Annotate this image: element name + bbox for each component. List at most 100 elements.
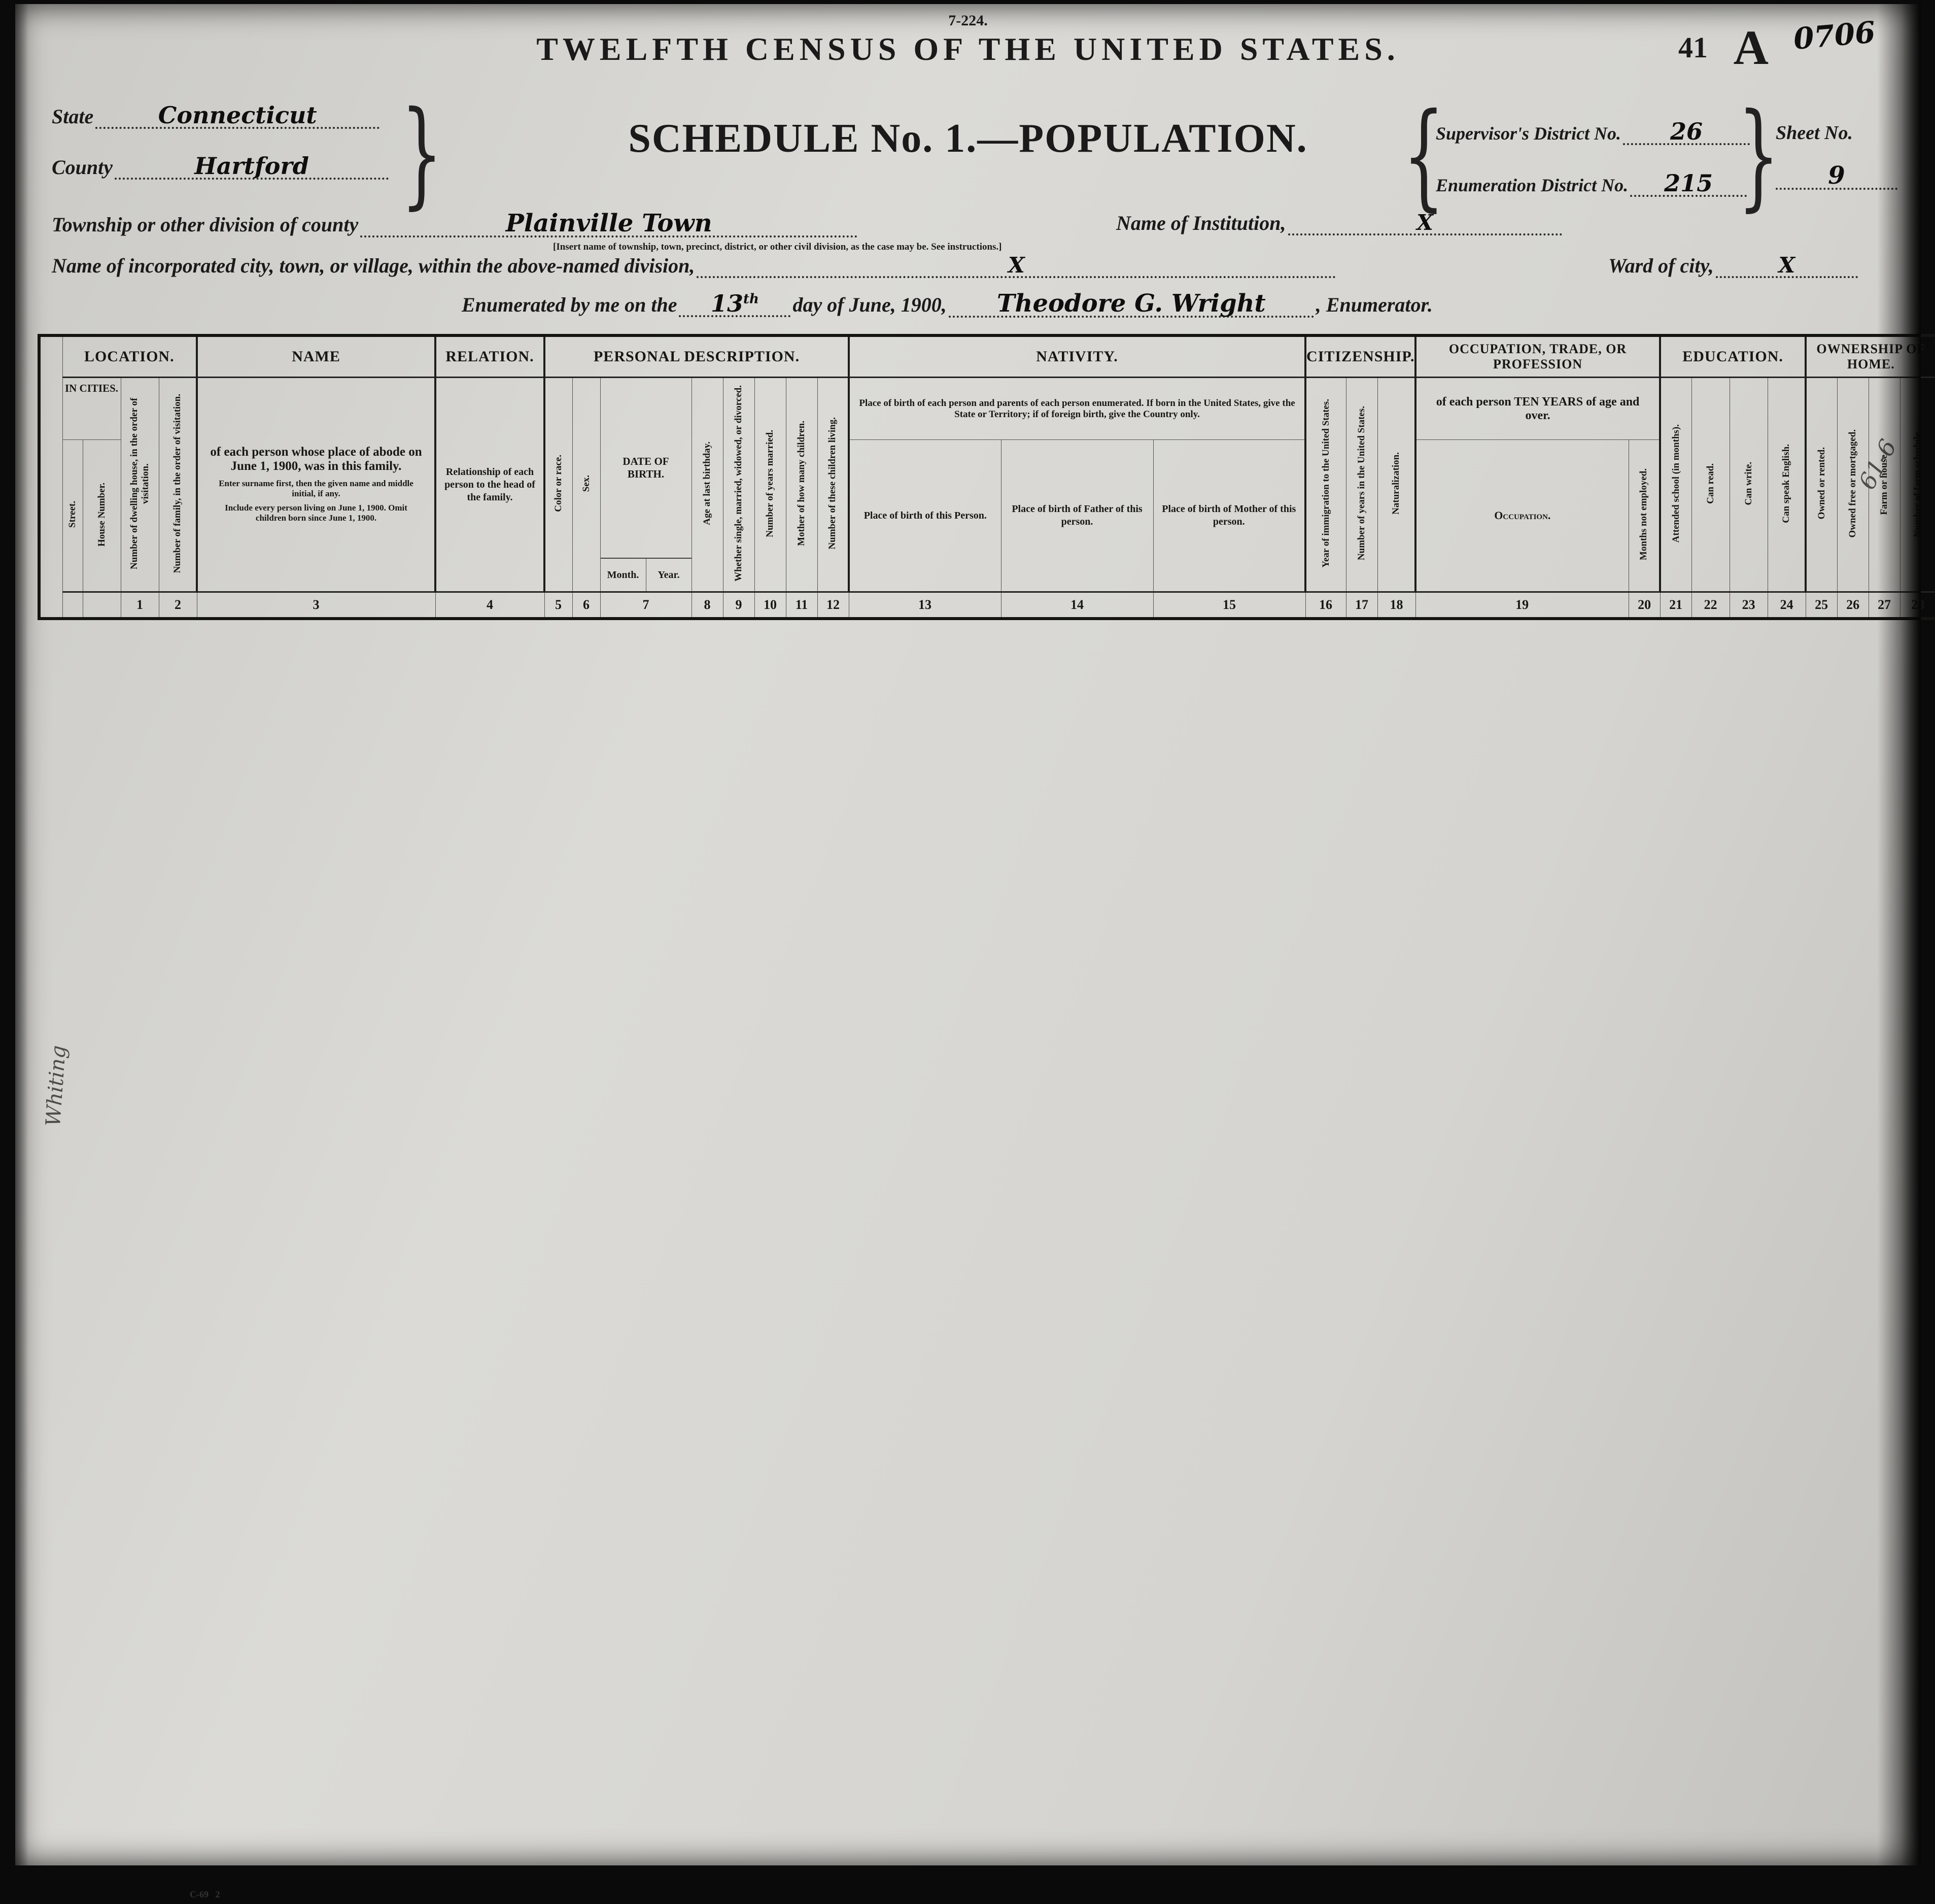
- colnum-18: 18: [1377, 591, 1416, 620]
- col-mother-of-header: Mother of how many children.: [785, 377, 818, 592]
- colnum-21: 21: [1660, 591, 1692, 620]
- enumeration-field: Enumeration District No. 215: [1436, 172, 1747, 197]
- state-value: Connecticut: [95, 104, 380, 129]
- col-street-header: Street.: [62, 439, 83, 592]
- colnum-5: 5: [544, 591, 573, 620]
- sheet-label: Sheet No.: [1776, 122, 1853, 144]
- col-marital-header: Whether single, married, widowed, or div…: [722, 377, 755, 592]
- incorporated-label: Name of incorporated city, town, or vill…: [52, 254, 695, 277]
- name-header-sub1: Enter surname first, then the given name…: [219, 479, 413, 498]
- colnum-3: 3: [196, 591, 436, 620]
- institution-field: Name of Institution, X: [1116, 211, 1562, 235]
- col-years-us-header: Number of years in the United States.: [1345, 377, 1378, 592]
- ward-label: Ward of city,: [1608, 254, 1714, 277]
- col-pob-header: Place of birth of this Person.: [848, 439, 1001, 592]
- group-relation: RELATION.: [434, 335, 545, 378]
- subheader-row-1: IN CITIES. Number of dwelling house, in …: [39, 377, 1935, 592]
- enumeration-label: Enumeration District No.: [1436, 175, 1629, 195]
- township-note: [Insert name of township, town, precinct…: [553, 242, 1002, 252]
- colnum-6: 6: [572, 591, 601, 620]
- col-attended-school-header: Attended school (in months).: [1659, 377, 1692, 592]
- census-sheet: 7-224. TWELFTH CENSUS OF THE UNITED STAT…: [15, 4, 1935, 1899]
- group-occupation: OCCUPATION, TRADE, OR PROFESSION: [1414, 335, 1661, 378]
- colnum-23: 23: [1729, 591, 1768, 620]
- colnum-10: 10: [754, 591, 786, 620]
- colnum-24: 24: [1767, 591, 1806, 620]
- enumerated-mid: day of June, 1900,: [792, 293, 947, 316]
- street-name-vertical: Whiting: [42, 1044, 71, 1128]
- col-owned-free-header: Owned free or mortgaged.: [1837, 377, 1869, 592]
- col-dob-header: DATE OF BIRTH. Month. Year.: [600, 377, 692, 592]
- township-value: Plainville Town: [360, 211, 858, 237]
- page-number: 41: [1678, 31, 1708, 64]
- colnum-16: 16: [1305, 591, 1346, 620]
- page-header: 7-224. TWELFTH CENSUS OF THE UNITED STAT…: [15, 4, 1921, 333]
- colnum-8: 8: [691, 591, 723, 620]
- population-table-wrap: LOCATION. NAME RELATION. PERSONAL DESCRI…: [38, 334, 1935, 1899]
- col-children-living-header: Number of these children living.: [817, 377, 849, 592]
- dob-title: DATE OF BIRTH.: [623, 455, 669, 480]
- ward-field: Ward of city, X: [1608, 254, 1858, 278]
- col-farm-schedule-header: Number of farm schedule.: [1899, 377, 1935, 592]
- colnum-4: 4: [435, 591, 545, 620]
- colnum-13: 13: [848, 591, 1001, 620]
- col-occupation-header: Occupation.: [1414, 439, 1629, 592]
- colnum-20: 20: [1628, 591, 1661, 620]
- colnum-19: 19: [1415, 591, 1629, 620]
- col-dwelling-header: Number of dwelling house, in the order o…: [120, 377, 159, 592]
- group-header-row: LOCATION. NAME RELATION. PERSONAL DESCRI…: [39, 335, 1935, 619]
- col-relation-header: Relationship of each person to the head …: [434, 377, 545, 592]
- colnum-7: 7: [600, 591, 692, 620]
- page-letter-stamp: A: [1733, 20, 1769, 75]
- colnum-house: [82, 591, 121, 620]
- col-months-not-employed-header: Months not employed.: [1628, 439, 1661, 592]
- col-age-header: Age at last birthday.: [691, 377, 723, 592]
- county-field: County Hartford: [52, 154, 389, 180]
- township-label: Township or other division of county: [52, 213, 359, 236]
- form-number: 7-224.: [948, 12, 988, 29]
- institution-value: X: [1288, 212, 1562, 235]
- state-label: State: [52, 105, 94, 128]
- col-pob-father-header: Place of birth of Father of this person.: [1000, 439, 1154, 592]
- col-can-read-header: Can read.: [1691, 377, 1730, 592]
- enumerated-day: 13th: [679, 292, 791, 317]
- supervisor-value: 26: [1623, 120, 1750, 145]
- enumerated-prefix: Enumerated by me on the: [462, 293, 677, 316]
- col-can-write-header: Can write.: [1729, 377, 1768, 592]
- enumerator-name: Theodore G. Wright: [948, 291, 1314, 318]
- colnum-1: 1: [120, 591, 159, 620]
- col-pob-mother-header: Place of birth of Mother of this person.: [1153, 439, 1306, 592]
- name-header-sub2: Include every person living on June 1, 1…: [225, 503, 407, 523]
- colnum-17: 17: [1345, 591, 1378, 620]
- incorporated-field: Name of incorporated city, town, or vill…: [52, 254, 1336, 278]
- col-owned-rented-header: Owned or rented.: [1805, 377, 1838, 592]
- enumeration-value: 215: [1630, 172, 1747, 197]
- state-field: State Connecticut: [52, 104, 380, 129]
- gutter-left: [39, 335, 63, 619]
- supervisor-label: Supervisor's District No.: [1436, 123, 1621, 144]
- county-value: Hartford: [115, 154, 389, 180]
- col-immigration-header: Year of immigration to the United States…: [1304, 377, 1346, 592]
- dob-year-label: Year.: [645, 559, 692, 591]
- colnum-28: 28: [1899, 591, 1935, 620]
- colnum-11: 11: [785, 591, 818, 620]
- plate-note: C-69 2: [190, 1889, 220, 1899]
- township-field: Township or other division of county Pla…: [52, 211, 858, 237]
- col-naturalization-header: Naturalization.: [1377, 377, 1416, 592]
- group-education: EDUCATION.: [1659, 335, 1806, 378]
- group-name: NAME: [196, 335, 436, 378]
- table-head: LOCATION. NAME RELATION. PERSONAL DESCRI…: [39, 335, 1935, 620]
- col-can-speak-header: Can speak English.: [1767, 377, 1806, 592]
- enumerated-field: Enumerated by me on the 13th day of June…: [462, 291, 1433, 318]
- col-house-header: House Number.: [82, 439, 121, 592]
- sheet-value: 9: [1776, 163, 1897, 190]
- schedule-title: SCHEDULE No. 1.—POPULATION.: [628, 116, 1308, 161]
- column-number-row: 1 2 3 4 5 6 7 8 9 10 11 12 13 14 15 16 17 18 19 20 21 22 23 24 2…: [39, 591, 1935, 620]
- colnum-9: 9: [722, 591, 755, 620]
- stamp-number: 0706: [1791, 15, 1877, 56]
- colnum-27: 27: [1868, 591, 1901, 620]
- colnum-12: 12: [817, 591, 849, 620]
- sheet-field: Sheet No. 9: [1776, 122, 1897, 190]
- occupation-note: of each person TEN YEARS of age and over…: [1414, 377, 1661, 440]
